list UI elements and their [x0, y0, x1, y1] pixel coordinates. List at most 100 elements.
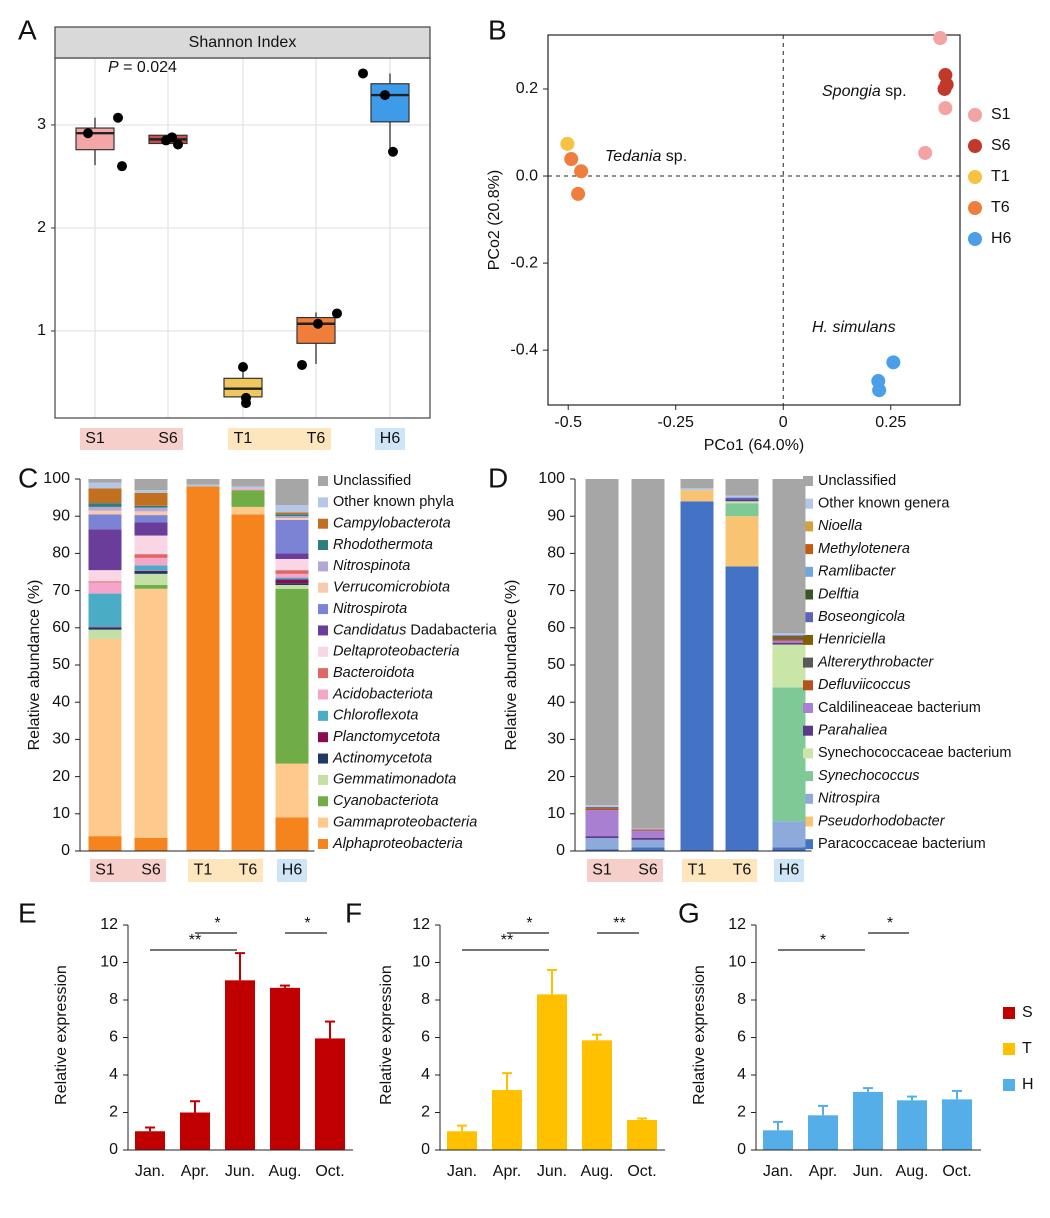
y-tick-label: 10	[412, 954, 430, 971]
bar-segment	[88, 506, 122, 511]
y-tick-label: 0	[556, 842, 565, 859]
point	[167, 132, 177, 143]
category-band	[188, 859, 263, 882]
italic-part: Candidatus	[333, 622, 406, 638]
legend-label: T6	[991, 199, 1010, 216]
bar	[942, 1099, 972, 1150]
legend-swatch	[318, 540, 328, 551]
bar-segment	[631, 479, 665, 829]
bar-segment	[772, 638, 806, 641]
bar-segment	[275, 519, 309, 554]
x-tick-label: Jun.	[853, 1163, 883, 1180]
legend-label: Deltaproteobacteria	[333, 644, 460, 660]
x-tick-label: S1	[95, 862, 115, 879]
legend-label: T	[1022, 1040, 1032, 1057]
point	[380, 90, 390, 101]
bar-segment	[134, 507, 168, 512]
bar-segment	[134, 565, 168, 571]
point	[358, 68, 368, 79]
y-tick-label: 90	[547, 507, 565, 524]
panel-border	[547, 34, 961, 406]
bar-segment	[231, 479, 265, 487]
legend-swatch	[318, 561, 328, 572]
bar-segment	[134, 573, 168, 586]
legend-swatch	[803, 839, 813, 850]
legend-label: Gemmatimonadota	[333, 772, 456, 788]
y-tick-label: 8	[421, 991, 430, 1008]
bar-segment	[275, 579, 309, 584]
legend-swatch	[318, 604, 328, 615]
y-tick-label: 80	[52, 545, 70, 562]
legend-label: Verrucomicrobiota	[333, 580, 450, 596]
bar-segment	[88, 482, 122, 489]
bar-segment	[88, 514, 122, 530]
bar-segment	[275, 585, 309, 589]
x-tick-label: Oct.	[315, 1163, 344, 1180]
legend-swatch	[318, 668, 328, 679]
bar-segment	[585, 479, 619, 806]
y-tick-label: 10	[728, 954, 746, 971]
x-tick-label: T1	[234, 430, 253, 447]
y-tick-label: 0	[61, 842, 70, 859]
legend-swatch	[803, 816, 813, 827]
panel-letter: C	[18, 462, 38, 493]
bar-segment	[134, 554, 168, 558]
bar-segment	[134, 492, 168, 506]
x-tick-label: 0	[779, 414, 788, 431]
y-tick-label: 6	[421, 1029, 430, 1046]
bar-segment	[275, 577, 309, 580]
bar-segment	[772, 633, 806, 636]
legend-swatch	[318, 710, 328, 721]
point	[83, 128, 93, 139]
y-tick-label: 40	[52, 693, 70, 710]
bar-segment	[275, 558, 309, 571]
legend-swatch	[803, 725, 813, 736]
y-tick-label: 2	[737, 1104, 746, 1121]
point	[886, 355, 901, 370]
bar-segment	[725, 499, 759, 502]
y-tick-label: 30	[547, 731, 565, 748]
y-tick-label: 6	[737, 1029, 746, 1046]
bar-segment	[631, 828, 665, 830]
bar	[763, 1130, 793, 1150]
bar-segment	[725, 566, 759, 851]
x-tick-label: 0.25	[875, 414, 906, 431]
y-tick-label: 60	[547, 619, 565, 636]
bar	[270, 987, 300, 1150]
x-tick-label: S1	[85, 430, 105, 447]
x-tick-label: S6	[141, 862, 161, 879]
legend-label: Candidatus Dadabacteria	[333, 622, 498, 638]
x-tick-label: T6	[733, 862, 752, 879]
panel-letter: G	[678, 897, 700, 928]
legend-label: Gammaproteobacteria	[333, 814, 477, 830]
bar-segment	[231, 514, 265, 851]
panel-letter: E	[18, 897, 37, 928]
y-tick-label: 12	[728, 916, 746, 933]
x-tick-label: T1	[194, 862, 213, 879]
bar	[225, 980, 255, 1150]
y-tick-label: 70	[547, 582, 565, 599]
bar-segment	[231, 490, 265, 507]
legend-label: Alphaproteobacteria	[332, 836, 463, 852]
legend-label: H	[1022, 1076, 1034, 1093]
annotation: Spongia sp.	[822, 83, 907, 100]
bar	[447, 1131, 477, 1150]
legend-label: Cyanobacteriota	[333, 793, 439, 809]
bar-segment	[585, 808, 619, 811]
bar-segment	[275, 505, 309, 513]
y-tick-label: 0.2	[516, 80, 538, 97]
italic-part: P	[108, 59, 119, 76]
y-tick-label: 30	[52, 731, 70, 748]
legend-label: Synechococcus	[818, 768, 920, 784]
legend-swatch	[1003, 1043, 1015, 1055]
panel-letter: B	[488, 14, 507, 45]
bar-segment	[725, 516, 759, 567]
plain-part: Dadabacteria	[406, 622, 497, 638]
legend-label: Acidobacteriota	[332, 686, 433, 702]
bar-segment	[275, 479, 309, 506]
legend-swatch	[318, 689, 328, 700]
legend-label: S6	[991, 137, 1011, 154]
y-tick-label: 100	[538, 470, 565, 487]
bar-segment	[134, 585, 168, 589]
